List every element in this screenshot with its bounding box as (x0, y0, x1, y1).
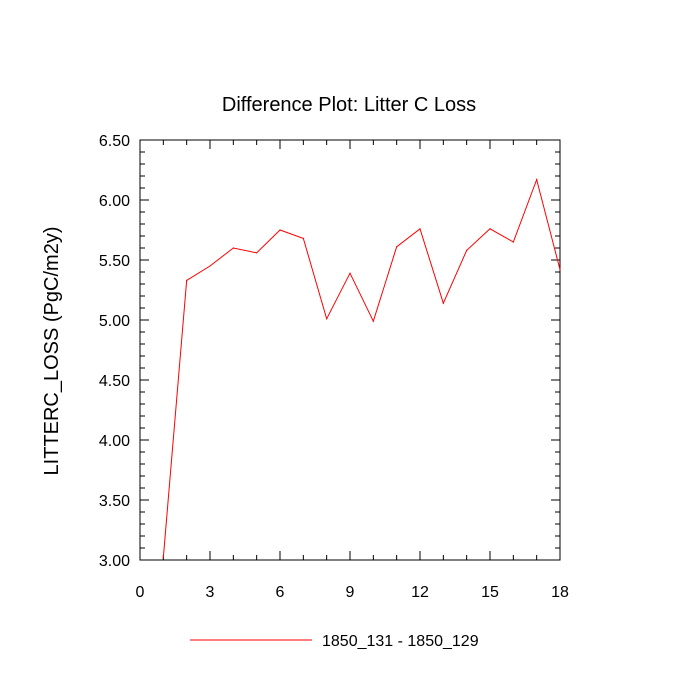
data-point (186, 279, 188, 281)
data-point (419, 228, 421, 230)
legend: 1850_131 - 1850_129 (190, 633, 479, 650)
x-tick-label: 0 (136, 584, 145, 601)
y-tick-label: 6.50 (99, 133, 130, 150)
data-point (232, 247, 234, 249)
data-point (162, 557, 164, 559)
data-point (442, 302, 444, 304)
data-point (326, 318, 328, 320)
data-point (512, 241, 514, 243)
y-tick-label: 3.50 (99, 493, 130, 510)
data-point (466, 249, 468, 251)
data-point (349, 272, 351, 274)
data-point (209, 265, 211, 267)
y-tick-label: 5.00 (99, 313, 130, 330)
y-tick-label: 6.00 (99, 193, 130, 210)
x-tick-label: 9 (346, 584, 355, 601)
x-tick-label: 18 (551, 584, 569, 601)
x-tick-label: 12 (411, 584, 429, 601)
data-point (302, 237, 304, 239)
data-point (489, 228, 491, 230)
series-line (162, 177, 561, 558)
y-tick-label: 4.00 (99, 433, 130, 450)
plot-frame (139, 139, 561, 561)
data-point (279, 229, 281, 231)
data-point (256, 252, 258, 254)
y-tick-label: 4.50 (99, 373, 130, 390)
plot-area: 3.00 3.50 4.00 4.50 5.00 5.50 6.00 6.50 0 3 6 9 12 15… (99, 133, 569, 601)
data-point (559, 269, 561, 271)
x-tick-label: 3 (206, 584, 215, 601)
chart-title: Difference Plot: Litter C Loss (222, 94, 476, 116)
x-tick-label: 15 (481, 584, 499, 601)
y-tick-label: 5.50 (99, 253, 130, 270)
legend-label: 1850_131 - 1850_129 (322, 633, 479, 650)
y-axis-label: LITTERC_LOSS (PgC/m2y) (41, 227, 63, 476)
data-point (372, 320, 374, 322)
y-tick-label: 3.00 (99, 553, 130, 570)
data-point (396, 246, 398, 248)
data-point (536, 179, 538, 181)
x-tick-label: 6 (276, 584, 285, 601)
